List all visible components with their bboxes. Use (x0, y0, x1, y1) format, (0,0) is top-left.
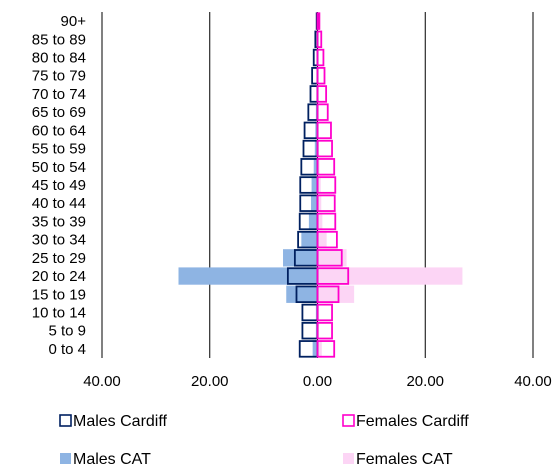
legend-label-males-cat: Males CAT (73, 451, 151, 468)
bar-males-cat-45-to-49 (311, 176, 318, 194)
bar-females-cardiff-65-to-69 (316, 103, 329, 121)
bar-females-cardiff-40-to-44 (316, 194, 336, 212)
bar-females-cardiff-90 (316, 12, 321, 30)
bar-females-cat-40-to-44 (317, 194, 322, 212)
age-group-label-55-to-59: 55 to 59 (32, 141, 86, 158)
bar-females-cat-50-to-54 (317, 158, 320, 176)
legend-swatch-females-cardiff (342, 414, 355, 427)
age-group-label-0-to-4: 0 to 4 (48, 341, 86, 358)
bar-males-cardiff-10-to-14 (301, 303, 319, 322)
bar-females-cardiff-30-to-34 (316, 230, 338, 249)
age-group-label-65-to-69: 65 to 69 (32, 104, 86, 121)
age-group-label-75-to-79: 75 to 79 (32, 68, 86, 85)
age-group-label-35-to-39: 35 to 39 (32, 213, 86, 230)
age-group-label-45-to-49: 45 to 49 (32, 177, 86, 194)
bar-females-cardiff-35-to-39 (316, 212, 337, 231)
bar-females-cardiff-45-to-49 (316, 176, 337, 194)
legend-item-females-cat[interactable]: Females CAT (343, 451, 453, 468)
age-group-label-5-to-9: 5 to 9 (48, 323, 86, 340)
age-group-label-85-to-89: 85 to 89 (32, 31, 86, 48)
legend-swatch-males-cardiff (59, 414, 72, 427)
bar-females-cardiff-10-to-14 (316, 303, 333, 322)
legend-item-females-cardiff[interactable]: Females Cardiff (342, 413, 469, 430)
bar-males-cat-0-to-4 (312, 340, 318, 358)
cat-bars (178, 12, 463, 358)
legend-item-males-cardiff[interactable]: Males Cardiff (59, 413, 168, 430)
legend-swatch-males-cat (60, 453, 71, 464)
legend-label-males-cardiff: Males Cardiff (73, 413, 168, 430)
legend-label-females-cat: Females CAT (356, 451, 453, 468)
age-group-label-25-to-29: 25 to 29 (32, 250, 86, 267)
bar-females-cardiff-70-to-74 (316, 85, 328, 103)
x-tick-label: 40.00 (83, 373, 121, 390)
legend: Males Cardiff Females Cardiff Males CAT … (59, 413, 469, 468)
legend-label-females-cardiff: Females Cardiff (356, 413, 469, 430)
age-group-label-70-to-74: 70 to 74 (32, 86, 86, 103)
age-group-label-60-to-64: 60 to 64 (32, 122, 86, 139)
bar-females-cat-30-to-34 (317, 230, 327, 249)
bar-females-cardiff-80-to-84 (316, 48, 325, 67)
bar-females-cardiff-25-to-29 (316, 249, 343, 267)
bar-females-cardiff-15-to-19 (316, 285, 340, 303)
x-tick-label: 40.00 (514, 373, 552, 390)
age-group-label-15-to-19: 15 to 19 (32, 286, 86, 303)
age-group-label-50-to-54: 50 to 54 (32, 159, 86, 176)
x-tick-label: 20.00 (406, 373, 444, 390)
age-group-label-20-to-24: 20 to 24 (32, 268, 86, 285)
legend-swatch-females-cat (343, 453, 354, 464)
bar-males-cat-40-to-44 (311, 194, 318, 212)
bar-females-cardiff-20-to-24 (316, 267, 350, 285)
bar-females-cat-15-to-19 (317, 285, 355, 303)
age-group-label-30-to-34: 30 to 34 (32, 232, 86, 249)
bar-females-cat-45-to-49 (317, 176, 321, 194)
bar-females-cat-35-to-39 (317, 212, 323, 231)
bar-females-cardiff-5-to-9 (316, 321, 333, 340)
bar-females-cat-20-to-24 (317, 267, 463, 285)
cardiff-bars (286, 12, 350, 358)
bar-males-cat-35-to-39 (308, 212, 318, 231)
bar-males-cat-50-to-54 (313, 158, 318, 176)
bar-females-cardiff-55-to-59 (316, 139, 333, 158)
bar-males-cat-15-to-19 (286, 285, 318, 303)
bar-females-cat-25-to-29 (317, 249, 347, 267)
bar-females-cardiff-75-to-79 (316, 67, 326, 85)
bar-females-cat-0-to-4 (317, 340, 322, 358)
x-axis-tick-labels: 40.00 20.00 0.00 20.00 40.00 (83, 373, 552, 390)
x-tick-label: 0.00 (303, 373, 332, 390)
age-group-label-10-to-14: 10 to 14 (32, 304, 86, 321)
legend-item-males-cat[interactable]: Males CAT (60, 451, 151, 468)
age-group-label-40-to-44: 40 to 44 (32, 195, 86, 212)
x-tick-label: 20.00 (191, 373, 229, 390)
age-group-label-90: 90+ (61, 13, 87, 30)
bar-males-cat-60-to-64 (315, 121, 318, 140)
bar-males-cat-25-to-29 (283, 249, 318, 267)
bar-females-cardiff-50-to-54 (316, 158, 336, 176)
bar-males-cardiff-5-to-9 (301, 321, 319, 340)
bar-males-cat-30-to-34 (301, 230, 318, 249)
bar-females-cardiff-60-to-64 (316, 121, 332, 140)
bar-females-cardiff-85-to-89 (316, 30, 323, 49)
bar-males-cat-55-to-59 (314, 139, 318, 158)
age-group-label-80-to-84: 80 to 84 (32, 50, 86, 67)
bar-females-cardiff-0-to-4 (316, 340, 336, 358)
bar-males-cat-20-to-24 (178, 267, 318, 285)
